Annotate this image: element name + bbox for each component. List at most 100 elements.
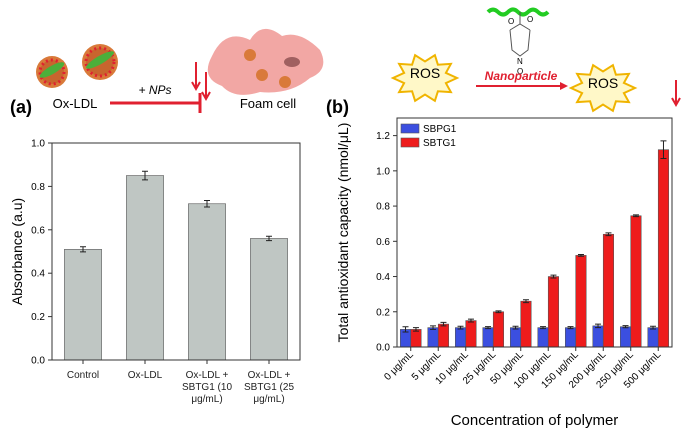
error-bar [402,326,409,333]
error-bar [605,232,612,237]
bar [465,320,477,348]
bar [64,249,102,361]
bar [437,323,449,348]
error-bar [660,140,667,160]
error-bar [467,318,474,323]
nucleus [284,57,300,67]
x-tick-label: 0 μg/mL [382,349,416,383]
legend-swatch [400,123,420,134]
y-tick-label: 0.4 [376,272,390,283]
y-tick-label: 0.6 [31,225,45,236]
x-tick-label: Control [66,370,100,381]
down-arrows [191,62,211,102]
bar [657,149,669,348]
plot-frame [396,117,673,348]
atom: O [527,15,533,24]
bar [630,215,642,348]
x-tick-label: Ox-LDL + SBTG1 (10 μg/mL) [181,370,233,405]
error-bar [567,326,574,330]
error-bar [595,323,602,329]
bar [575,255,587,348]
down-arrow [671,80,681,108]
bar [520,300,532,348]
np [279,76,291,88]
x-tick-label: Ox-LDL + SBTG1 (25 μg/mL) [243,370,295,405]
error-bar [550,274,557,279]
arrow-label: Nanoparticle [485,69,558,83]
error-bar [142,170,148,181]
atom: O [508,17,514,26]
bar [492,311,504,348]
y-tick-label: 0.6 [376,237,390,248]
ros-label: ROS [588,75,618,91]
y-axis-label: Absorbance (a.u) [9,198,25,305]
error-bar [650,325,657,330]
ros-burst [568,63,638,113]
atom: N [517,57,523,66]
y-tick-label: 1.0 [31,139,45,150]
error-bar [430,325,437,330]
bar [126,175,164,361]
error-bar [80,246,86,253]
bar [250,238,288,361]
error-bar [540,326,547,330]
panel-label: (b) [326,97,349,117]
treatment-label: + NPs [138,83,171,97]
y-tick-label: 0.8 [31,182,45,193]
y-tick-label: 0.0 [376,343,390,354]
bar [410,329,422,348]
ox-ldl-label: Ox-LDL [53,96,98,111]
bar [547,276,559,348]
y-tick-label: 0.8 [376,202,390,213]
legend-swatch [400,137,420,148]
burst-shape [390,53,460,103]
y-tick-label: 0.0 [31,356,45,367]
bar [602,233,614,348]
ox-ldl-icon [36,44,118,88]
bar [619,326,632,348]
foam-cell-label: Foam cell [240,96,296,111]
x-axis-label: Concentration of polymer [451,412,619,429]
bar [454,327,467,348]
legend-label: SBPG1 [423,124,457,135]
y-axis-label: Total antioxidant capacity (nmol/μL) [335,123,351,343]
bar [537,327,549,348]
error-bar [577,254,584,257]
error-bar [266,235,272,242]
error-bar [204,200,210,208]
polymer-chain [486,7,550,17]
np [256,69,268,81]
y-tick-label: 0.4 [31,269,45,280]
x-tick-label: Ox-LDL [127,370,163,381]
error-bar [512,325,519,330]
bar [482,327,494,348]
y-tick-label: 1.2 [376,131,390,142]
foam-cell-icon [207,28,324,95]
bar [592,325,604,348]
burst-shape [568,63,638,113]
arrow-head [560,82,568,90]
y-tick-label: 1.0 [376,166,390,177]
error-bar [412,327,419,332]
structure [509,12,531,57]
error-bar [522,299,529,304]
legend-label: SBTG1 [423,138,456,149]
error-bar [632,214,639,218]
bar [647,327,659,348]
np [244,49,256,61]
atom: O [517,67,523,76]
ros-burst [390,53,460,103]
bar [564,327,577,348]
panel-label: (a) [10,97,32,117]
y-tick-label: 0.2 [376,307,390,318]
error-bar [495,310,502,314]
ros-label: ROS [410,65,440,81]
y-tick-label: 0.2 [31,312,45,323]
bar [509,327,522,348]
error-bar [622,325,629,329]
error-bar [457,325,464,330]
bar [188,203,226,361]
error-bar [485,326,492,330]
